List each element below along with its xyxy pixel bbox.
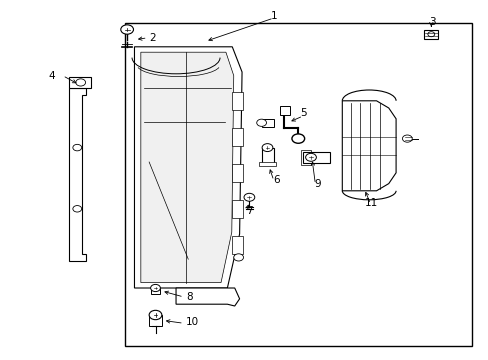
Circle shape bbox=[149, 310, 162, 320]
Bar bbox=[261, 119, 273, 127]
Circle shape bbox=[256, 119, 266, 126]
Bar bbox=[232, 164, 243, 182]
Circle shape bbox=[262, 144, 272, 152]
Circle shape bbox=[402, 135, 411, 142]
Text: 2: 2 bbox=[149, 33, 156, 43]
Text: 1: 1 bbox=[270, 11, 277, 21]
Bar bbox=[124, 23, 471, 346]
Bar bbox=[259, 162, 275, 166]
Bar bbox=[150, 288, 160, 294]
Text: 3: 3 bbox=[428, 17, 435, 27]
Bar bbox=[280, 106, 289, 115]
Circle shape bbox=[73, 206, 81, 212]
Text: 5: 5 bbox=[299, 108, 306, 118]
Circle shape bbox=[427, 32, 434, 37]
Circle shape bbox=[150, 284, 160, 292]
Bar bbox=[232, 92, 243, 110]
Bar bbox=[69, 77, 91, 88]
Text: 4: 4 bbox=[48, 71, 55, 81]
Polygon shape bbox=[342, 101, 395, 191]
Bar bbox=[261, 148, 273, 164]
Text: 8: 8 bbox=[185, 292, 192, 302]
Circle shape bbox=[244, 193, 254, 201]
Bar bbox=[303, 152, 329, 163]
Text: 9: 9 bbox=[314, 179, 321, 189]
Text: 6: 6 bbox=[272, 175, 279, 185]
Bar bbox=[300, 150, 310, 165]
Circle shape bbox=[233, 254, 243, 261]
Polygon shape bbox=[176, 288, 239, 306]
Bar bbox=[232, 236, 243, 254]
Text: 10: 10 bbox=[185, 317, 199, 327]
Polygon shape bbox=[134, 47, 242, 288]
Circle shape bbox=[305, 153, 316, 161]
Circle shape bbox=[121, 25, 133, 34]
Circle shape bbox=[291, 134, 304, 143]
Circle shape bbox=[73, 144, 81, 151]
FancyBboxPatch shape bbox=[424, 30, 437, 39]
Text: 11: 11 bbox=[364, 198, 378, 208]
Bar bbox=[232, 128, 243, 146]
Polygon shape bbox=[69, 88, 85, 261]
Circle shape bbox=[76, 79, 85, 86]
Polygon shape bbox=[141, 52, 233, 283]
FancyBboxPatch shape bbox=[149, 315, 162, 326]
Text: 7: 7 bbox=[245, 206, 252, 216]
Bar bbox=[232, 200, 243, 218]
